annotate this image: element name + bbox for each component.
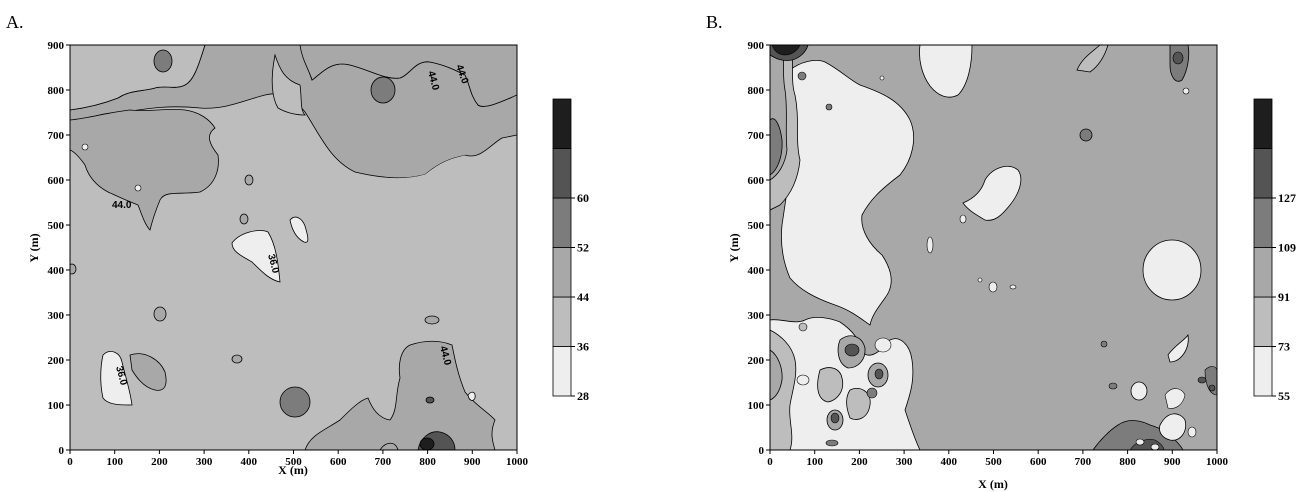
colorbar-segment [1253,346,1273,397]
panel-a-region-left [70,109,219,231]
panel-a-axes: 0 100 200 300 400 500 600 700 800 900 1000 0 100 200 3… [48,40,529,468]
x-tick-label: 800 [419,456,436,468]
x-tick-label: 0 [767,456,773,468]
panel-b-contour-field [770,45,1217,450]
x-tick-label: 100 [806,456,823,468]
colorbar-tick-label: 91 [1278,290,1290,304]
panel-a-contour-label: 44.0 [437,345,453,367]
y-tick-label: 600 [48,175,65,187]
colorbar-tick-label: 36 [577,340,589,354]
panel-b-low-region [1142,239,1202,301]
panel-a-contour-label: 44.0 [112,200,132,211]
y-tick-label: 300 [748,310,765,322]
colorbar-segment [1253,296,1273,347]
panel-a-y-axis-label: Y (m) [27,233,41,262]
y-tick-label: 100 [748,400,765,412]
panel-a-contour-label: 36.0 [265,253,281,275]
x-tick-label: 900 [1164,456,1181,468]
y-tick-label: 900 [48,40,65,52]
colorbar-tick-label: 127 [1278,191,1296,205]
colorbar-segment [552,247,572,298]
colorbar-segment [552,98,572,149]
y-tick-label: 500 [48,220,65,232]
x-tick-label: 800 [1119,456,1136,468]
panel-b-label: B. [706,12,723,32]
y-tick-label: 800 [48,85,65,97]
x-tick-label: 0 [67,456,73,468]
x-tick-label: 400 [241,456,258,468]
y-tick-label: 0 [59,445,65,457]
y-tick-label: 100 [48,400,65,412]
y-tick-label: 400 [48,265,65,277]
y-tick-label: 900 [748,40,765,52]
panel-b-high-region [1092,420,1184,450]
colorbar-tick-label: 73 [1278,340,1290,354]
x-tick-label: 900 [464,456,481,468]
panel-a-spot [279,386,311,418]
x-tick-label: 500 [985,456,1002,468]
colorbar-tick-label: 52 [577,241,589,255]
panel-a-contour-label: 36.0 [113,365,129,387]
y-tick-label: 500 [748,220,765,232]
panel-a-region-bottom-right [304,340,496,450]
panel-b-low-region [919,45,973,98]
panel-b-colorbar: 55 73 91 109 127 [1253,98,1296,403]
panel-a-colorbar: 28 36 44 52 60 [552,98,589,403]
x-tick-label: 1000 [1206,456,1229,468]
panel-a-spot [370,76,396,104]
panel-b-axes: 0 100 200 300 400 500 600 700 800 900 1000 0 100 200 3… [748,40,1229,468]
colorbar-tick-label: 55 [1278,389,1290,403]
y-tick-label: 800 [748,85,765,97]
x-tick-label: 300 [896,456,913,468]
colorbar-tick-label: 44 [577,290,589,304]
y-tick-label: 700 [48,130,65,142]
y-tick-label: 300 [48,310,65,322]
x-tick-label: 600 [330,456,347,468]
panel-a-contour-label: 44.0 [425,70,441,92]
y-tick-label: 600 [748,175,765,187]
colorbar-segment [552,197,572,248]
x-tick-label: 700 [375,456,392,468]
x-tick-label: 1000 [506,456,529,468]
y-tick-label: 0 [759,445,765,457]
x-tick-label: 400 [941,456,958,468]
y-tick-label: 400 [748,265,765,277]
panel-a-label: A. [6,12,24,32]
colorbar-tick-label: 60 [577,191,589,205]
panel-a-low-region [231,230,281,283]
colorbar-segment [552,346,572,397]
colorbar-segment [1253,197,1273,248]
y-tick-label: 200 [748,355,765,367]
colorbar-tick-label: 28 [577,389,589,403]
panel-a-spot [153,49,173,73]
panel-a-low-region [100,351,133,406]
colorbar-tick-label: 109 [1278,241,1296,255]
panel-b-y-axis-label: Y (m) [727,233,741,262]
x-tick-label: 500 [285,456,302,468]
colorbar-segment [552,296,572,347]
panel-b-x-axis-label: X (m) [978,477,1008,491]
x-tick-label: 200 [151,456,168,468]
x-tick-label: 700 [1075,456,1092,468]
colorbar-segment [552,148,572,199]
panel-a-x-axis-label: X (m) [278,463,308,477]
x-tick-label: 300 [196,456,213,468]
colorbar-segment [1253,98,1273,149]
colorbar-segment [1253,247,1273,298]
x-tick-label: 200 [851,456,868,468]
panel-a: A. [6,12,589,477]
x-tick-label: 600 [1030,456,1047,468]
y-tick-label: 200 [48,355,65,367]
panel-a-contour-field [70,45,517,450]
x-tick-label: 100 [106,456,123,468]
panel-b: B. [706,12,1296,491]
y-tick-label: 700 [748,130,765,142]
colorbar-segment [1253,148,1273,199]
